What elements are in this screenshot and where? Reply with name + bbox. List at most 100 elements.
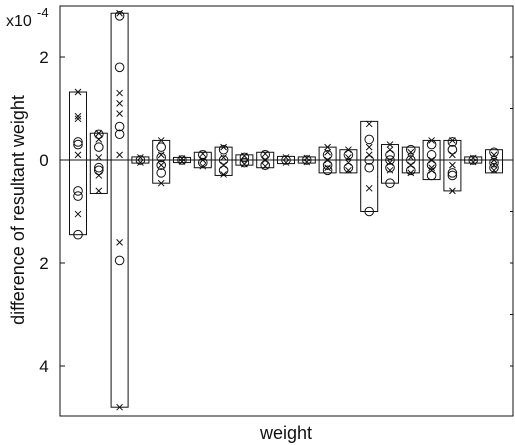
cross-point — [220, 171, 227, 178]
cross-point — [241, 160, 248, 168]
circle-point — [447, 137, 458, 147]
cross-point — [74, 88, 82, 96]
cross-point — [407, 169, 415, 177]
cross-point — [449, 187, 456, 195]
cross-point — [490, 156, 498, 164]
cross-point — [199, 156, 207, 164]
box-group — [235, 152, 254, 168]
cross-point — [324, 143, 331, 151]
cross-point — [116, 239, 123, 246]
cross-point — [116, 403, 123, 411]
circle-point — [156, 160, 166, 170]
cross-point — [157, 151, 165, 159]
box-group — [339, 146, 358, 174]
cross-point — [157, 137, 165, 144]
circle-point — [385, 162, 395, 173]
cross-point — [95, 129, 103, 137]
box-group — [89, 129, 108, 195]
circle-point — [260, 150, 271, 160]
box-groups — [69, 9, 503, 411]
circle-point — [406, 144, 416, 155]
cross-point — [345, 154, 352, 161]
circle-point — [385, 155, 395, 165]
box-group — [318, 143, 337, 176]
circle-point — [489, 157, 499, 168]
cross-point — [95, 187, 103, 195]
box-group — [131, 154, 150, 166]
circle-point — [426, 139, 437, 150]
cross-point — [407, 161, 415, 169]
circle-point — [489, 162, 499, 173]
cross-point — [490, 161, 498, 169]
box-group — [256, 150, 275, 170]
box-group — [214, 143, 233, 178]
cross-point — [386, 159, 394, 166]
circle-point — [489, 147, 499, 158]
circle-point — [343, 150, 354, 160]
circle-point — [94, 162, 104, 173]
box-group — [277, 154, 295, 166]
circle-point — [156, 168, 166, 178]
box — [110, 12, 129, 408]
circle-point — [426, 150, 437, 160]
circle-point — [156, 142, 166, 152]
cross-point — [220, 154, 227, 161]
circle-point — [322, 165, 333, 176]
circle-point — [94, 165, 104, 176]
cross-point — [95, 172, 103, 179]
cross-point — [74, 115, 82, 123]
box-group — [464, 154, 483, 166]
cross-point — [74, 151, 82, 159]
box-group — [297, 154, 316, 166]
circle-point — [426, 160, 437, 170]
box-group — [485, 147, 503, 174]
box-group — [69, 88, 87, 240]
cross-point — [345, 159, 352, 166]
y-tick-label: 4 — [39, 357, 48, 376]
circle-point — [406, 165, 416, 176]
circle-point — [73, 139, 83, 150]
y-tick-label: 2 — [39, 254, 48, 273]
circle-point — [426, 170, 437, 181]
cross-point — [199, 150, 207, 158]
cross-point — [220, 161, 227, 169]
cross-point — [95, 136, 103, 143]
circle-point — [156, 152, 166, 163]
cross-point — [490, 151, 498, 159]
circle-point — [218, 165, 229, 176]
cross-point — [116, 110, 123, 118]
circle-point — [406, 155, 416, 165]
y-tick-label: 2 — [39, 48, 48, 67]
cross-point — [428, 137, 435, 144]
circle-point — [114, 62, 125, 73]
circle-point — [73, 186, 83, 196]
cross-point — [449, 161, 456, 169]
circle-point — [218, 144, 229, 155]
circle-point — [322, 150, 333, 160]
circle-point — [364, 162, 375, 173]
circle-point — [302, 155, 312, 165]
box — [69, 91, 87, 236]
cross-point — [449, 151, 456, 159]
cross-point — [178, 158, 186, 165]
right-axis-ticks — [510, 56, 513, 367]
cross-point — [386, 141, 394, 148]
box-group — [110, 9, 129, 411]
cross-point — [261, 150, 269, 158]
circle-point — [177, 155, 187, 165]
cross-point — [282, 159, 290, 166]
cross-point — [199, 162, 207, 170]
cross-point — [345, 166, 352, 174]
circle-point — [364, 206, 375, 217]
box — [214, 146, 233, 176]
box — [360, 120, 379, 212]
circle-point — [218, 155, 229, 165]
cross-point — [261, 156, 269, 164]
cross-point — [178, 155, 186, 162]
cross-point — [386, 166, 394, 174]
box-group — [381, 141, 399, 188]
cross-point — [157, 161, 165, 169]
cross-point — [490, 166, 498, 174]
cross-point — [365, 143, 373, 151]
